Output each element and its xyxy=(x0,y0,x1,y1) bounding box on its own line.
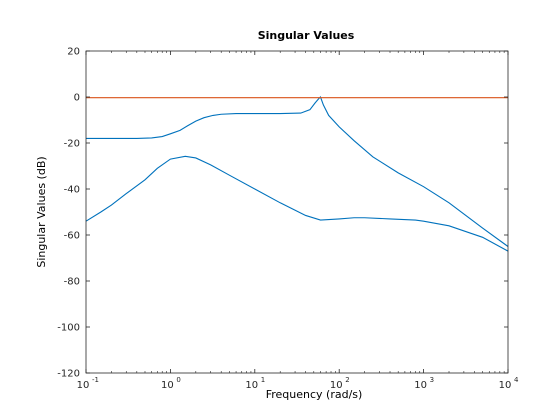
x-tick-exponent: 4 xyxy=(514,376,519,384)
tick-layer: 10 -1 10 0 10 1 10 2 10 3 10 4200-20-40-60-80-100-1… xyxy=(57,47,519,392)
axes-box xyxy=(85,50,509,374)
series-line-2 xyxy=(85,155,509,252)
y-tick-label: -60 xyxy=(64,231,80,242)
x-tick-label: 10 xyxy=(414,380,427,391)
series-line-1 xyxy=(86,96,509,247)
x-tick-exponent: 3 xyxy=(430,376,434,384)
chart-title: Singular Values xyxy=(258,29,355,42)
x-tick-label: 10 xyxy=(330,380,343,391)
x-tick-label: 10 xyxy=(161,380,174,391)
y-tick-label: 0 xyxy=(74,93,80,104)
x-tick-label: 10 xyxy=(245,380,258,391)
y-tick-label: 20 xyxy=(67,47,80,58)
x-axis-label: Frequency (rad/s) xyxy=(266,388,363,401)
x-tick-label: 10 xyxy=(499,380,512,391)
x-tick-exponent: 1 xyxy=(261,376,265,384)
y-tick-label: -100 xyxy=(57,323,80,334)
y-tick-label: -40 xyxy=(64,185,80,196)
x-tick-exponent: 0 xyxy=(176,376,180,384)
plot-area xyxy=(86,51,508,373)
y-tick-label: -120 xyxy=(57,369,80,380)
y-axis-label: Singular Values (dB) xyxy=(35,156,48,267)
series-layer xyxy=(85,96,509,252)
y-tick-label: -80 xyxy=(64,277,80,288)
x-tick-exponent: 2 xyxy=(345,376,349,384)
y-tick-label: -20 xyxy=(64,139,80,150)
x-tick-exponent: -1 xyxy=(92,376,99,384)
x-tick-label: 10 xyxy=(77,380,90,391)
